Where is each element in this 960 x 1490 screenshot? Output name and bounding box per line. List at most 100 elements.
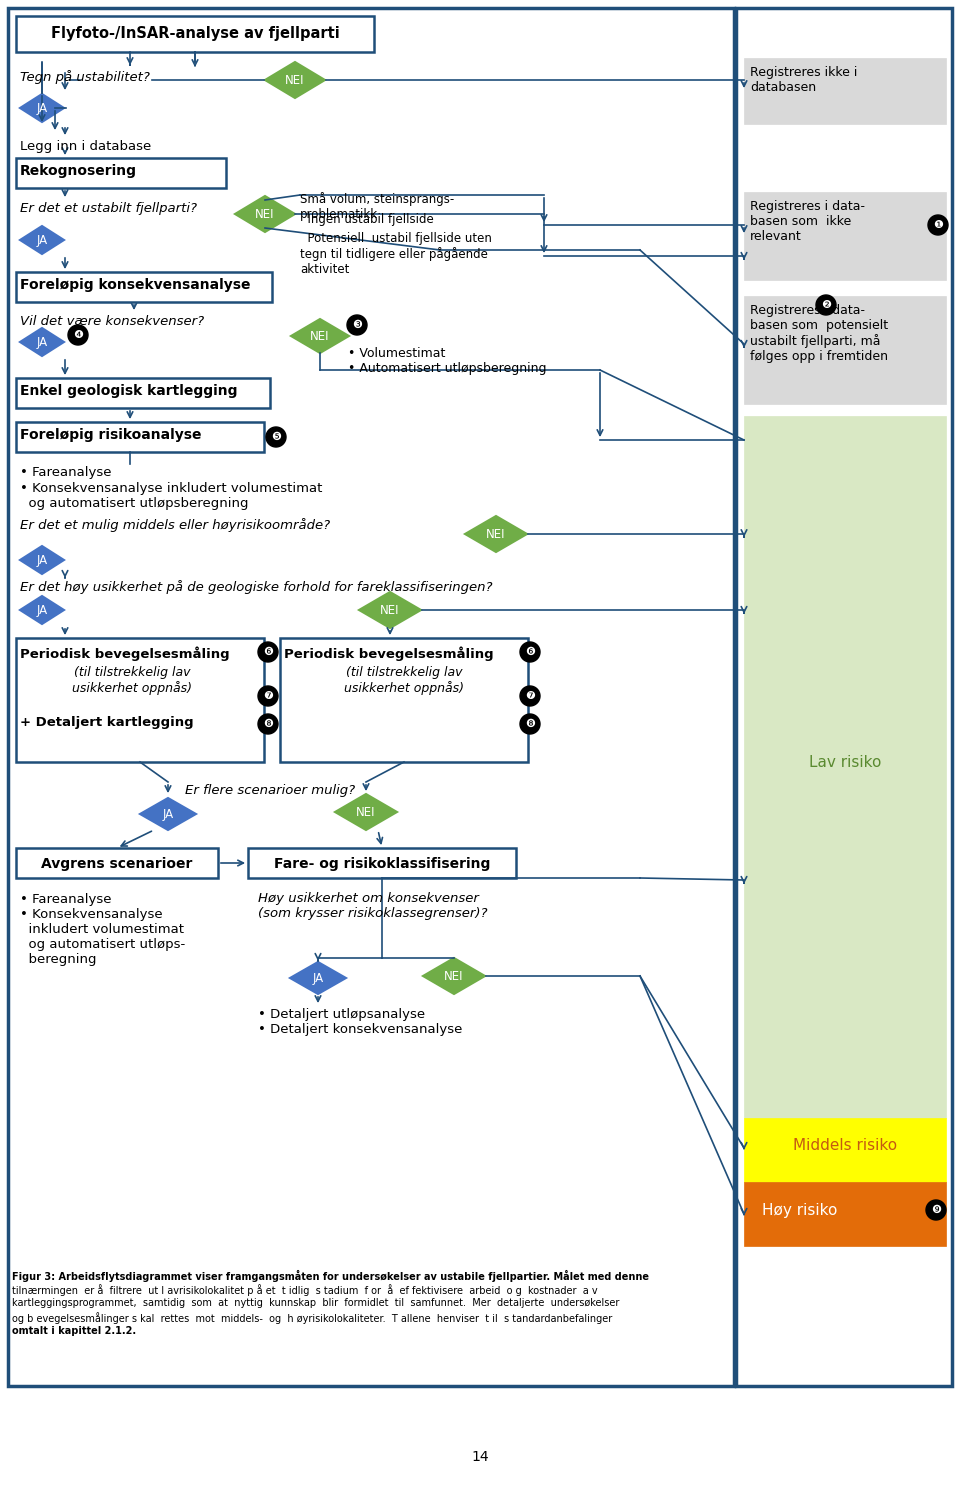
Text: ❺: ❺	[271, 432, 281, 443]
Circle shape	[258, 642, 278, 662]
Text: NEI: NEI	[255, 207, 275, 221]
Circle shape	[520, 685, 540, 706]
Bar	[744, 297, 946, 404]
Text: og b evegelsesmålinger s kal  rettes  mot  middels-  og  h øyrisikolokaliteter. : og b evegelsesmålinger s kal rettes mot …	[12, 1313, 612, 1325]
Text: Potensiell  ustabil fjellside uten
tegn til tidligere eller pågående
aktivitet: Potensiell ustabil fjellside uten tegn t…	[300, 232, 492, 276]
Text: Registreres ikke i
databasen: Registreres ikke i databasen	[750, 66, 857, 94]
Polygon shape	[20, 328, 64, 356]
Polygon shape	[290, 963, 346, 994]
Text: Tegn på ustabilitet?: Tegn på ustabilitet?	[20, 70, 150, 83]
Text: ❻: ❻	[263, 647, 273, 657]
Text: NEI: NEI	[356, 806, 375, 818]
Text: JA: JA	[162, 808, 174, 821]
Text: Høy usikkerhet om konsekvenser
(som krysser risikoklassegrenser)?: Høy usikkerhet om konsekvenser (som krys…	[258, 893, 488, 919]
Text: JA: JA	[36, 603, 48, 617]
Text: Er det et ustabilt fjellparti?: Er det et ustabilt fjellparti?	[20, 203, 197, 215]
Polygon shape	[140, 799, 196, 830]
Polygon shape	[265, 63, 325, 98]
Text: Flyfoto-/InSAR-analyse av fjellparti: Flyfoto-/InSAR-analyse av fjellparti	[51, 25, 340, 42]
Text: ❼: ❼	[263, 691, 273, 700]
Polygon shape	[20, 226, 64, 253]
Text: NEI: NEI	[444, 970, 464, 982]
Circle shape	[258, 714, 278, 735]
Bar	[280, 638, 528, 761]
Circle shape	[520, 642, 540, 662]
Text: Er det høy usikkerhet på de geologiske forhold for fareklassifiseringen?: Er det høy usikkerhet på de geologiske f…	[20, 580, 492, 595]
Text: tilnærmingen  er å  filtrere  ut l avrisikolokalitet p å et  t idlig  s tadium  : tilnærmingen er å filtrere ut l avrisiko…	[12, 1284, 598, 1296]
Bar	[16, 422, 264, 451]
Text: Periodisk bevegelsesmåling: Periodisk bevegelsesmåling	[20, 647, 229, 660]
Text: NEI: NEI	[487, 527, 506, 541]
Polygon shape	[235, 197, 295, 232]
Text: Figur 3: Arbeidsflytsdiagrammet viser framgangsmåten for undersøkelser av ustabi: Figur 3: Arbeidsflytsdiagrammet viser fr…	[12, 1269, 649, 1281]
Polygon shape	[359, 592, 421, 627]
Text: Periodisk bevegelsesmåling: Periodisk bevegelsesmåling	[284, 647, 493, 660]
Text: Er flere scenarioer mulig?: Er flere scenarioer mulig?	[185, 784, 355, 797]
Polygon shape	[291, 319, 349, 353]
Text: kartleggingsprogrammet,  samtidig  som  at  nyttig  kunnskap  blir  formidlet  t: kartleggingsprogrammet, samtidig som at …	[12, 1298, 619, 1308]
Bar	[744, 1182, 946, 1246]
Text: ❼: ❼	[525, 691, 535, 700]
Text: NEI: NEI	[285, 73, 304, 86]
Text: (til tilstrekkelig lav
usikkerhet oppnås): (til tilstrekkelig lav usikkerhet oppnås…	[72, 666, 192, 696]
Bar	[16, 16, 374, 52]
Circle shape	[68, 325, 88, 346]
Text: + Detaljert kartlegging: + Detaljert kartlegging	[20, 717, 194, 729]
Text: Er det et mulig middels eller høyrisikoområde?: Er det et mulig middels eller høyrisikoo…	[20, 519, 330, 532]
Text: NEI: NEI	[380, 603, 399, 617]
Bar	[744, 1118, 946, 1182]
Text: ❶: ❶	[933, 221, 943, 229]
Text: • Fareanalyse
• Konsekvensanalyse
  inkludert volumestimat
  og automatisert utl: • Fareanalyse • Konsekvensanalyse inklud…	[20, 893, 185, 966]
Text: Legg inn i database: Legg inn i database	[20, 140, 152, 153]
Text: JA: JA	[36, 234, 48, 246]
Text: Ingen ustabil fjellside: Ingen ustabil fjellside	[300, 213, 434, 226]
Text: Høy risiko: Høy risiko	[762, 1202, 838, 1217]
Circle shape	[926, 1199, 946, 1220]
Text: JA: JA	[36, 335, 48, 349]
Text: ❽: ❽	[263, 720, 273, 729]
Text: Registreres i data-
basen som  potensielt
ustabilt fjellparti, må
følges opp i f: Registreres i data- basen som potensielt…	[750, 304, 888, 364]
Polygon shape	[465, 516, 527, 551]
Text: 14: 14	[471, 1450, 489, 1465]
Circle shape	[816, 295, 836, 314]
Text: Lav risiko: Lav risiko	[809, 754, 881, 769]
Text: ❷: ❷	[821, 299, 831, 310]
Text: NEI: NEI	[310, 329, 329, 343]
Text: ❻: ❻	[525, 647, 535, 657]
Text: • Detaljert utløpsanalyse
• Detaljert konsekvensanalyse: • Detaljert utløpsanalyse • Detaljert ko…	[258, 1009, 463, 1036]
Bar	[16, 158, 226, 188]
Text: Enkel geologisk kartlegging: Enkel geologisk kartlegging	[20, 384, 237, 398]
Bar	[744, 58, 946, 124]
Text: ❸: ❸	[352, 320, 362, 329]
Text: ❾: ❾	[931, 1205, 941, 1214]
Text: Foreløpig konsekvensanalyse: Foreløpig konsekvensanalyse	[20, 279, 251, 292]
Bar	[248, 848, 516, 878]
Text: • Fareanalyse: • Fareanalyse	[20, 466, 111, 478]
Bar	[16, 848, 218, 878]
Polygon shape	[335, 794, 397, 830]
Circle shape	[266, 428, 286, 447]
Bar	[8, 7, 734, 1386]
Text: JA: JA	[36, 553, 48, 566]
Polygon shape	[423, 958, 485, 994]
Text: Rekognosering: Rekognosering	[20, 164, 137, 177]
Text: JA: JA	[36, 101, 48, 115]
Text: omtalt i kapittel 2.1.2.: omtalt i kapittel 2.1.2.	[12, 1326, 136, 1337]
Text: ❽: ❽	[525, 720, 535, 729]
Text: Fare- og risikoklassifisering: Fare- og risikoklassifisering	[274, 857, 491, 872]
Bar	[16, 273, 272, 302]
Circle shape	[928, 215, 948, 235]
Text: Vil det være konsekvenser?: Vil det være konsekvenser?	[20, 314, 204, 328]
Text: ❹: ❹	[73, 329, 83, 340]
Bar	[16, 378, 270, 408]
Circle shape	[520, 714, 540, 735]
Text: Registreres i data-
basen som  ikke
relevant: Registreres i data- basen som ikke relev…	[750, 200, 865, 243]
Text: Avgrens scenarioer: Avgrens scenarioer	[41, 857, 193, 872]
Text: Små volum, steinsprangs-
problematikk: Små volum, steinsprangs- problematikk	[300, 192, 454, 221]
Polygon shape	[20, 545, 64, 574]
Circle shape	[258, 685, 278, 706]
Text: • Volumestimat
• Automatisert utløpsberegning: • Volumestimat • Automatisert utløpsbere…	[348, 347, 546, 375]
Bar	[744, 416, 946, 1118]
Text: Foreløpig risikoanalyse: Foreløpig risikoanalyse	[20, 428, 202, 443]
Bar	[736, 7, 952, 1386]
